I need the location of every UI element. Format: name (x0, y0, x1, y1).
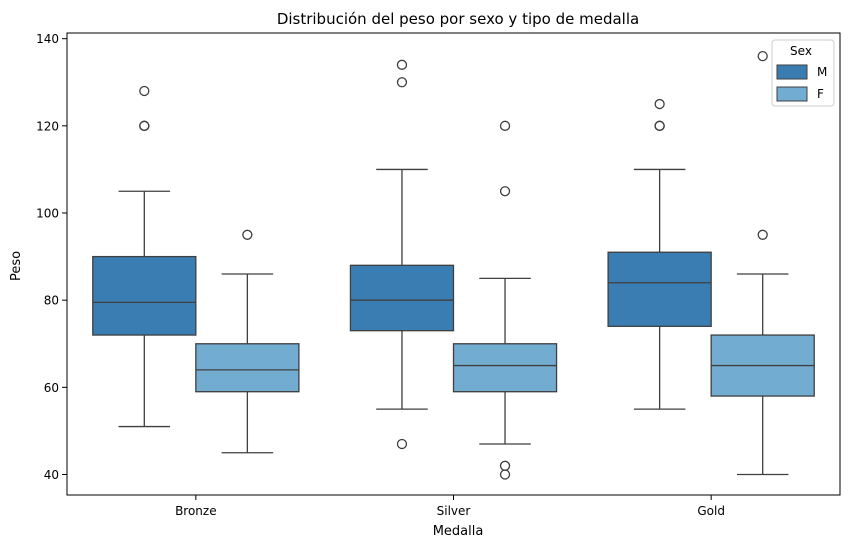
outlier-gold-m-1 (654, 120, 665, 131)
y-tick-label-140: 140 (36, 32, 59, 46)
y-tick-label-120: 120 (36, 119, 59, 133)
box-bronze-f (195, 343, 300, 393)
plot-area: 40 60 80 100 120 140 Bronze Silver Gold (36, 32, 815, 518)
box-gold-m (607, 251, 712, 327)
outlier-silver-f-2 (499, 186, 511, 197)
outlier-silver-m-0 (396, 438, 408, 450)
outlier-silver-m-1 (396, 77, 408, 88)
legend: Sex M F (771, 39, 835, 107)
outlier-silver-f-3 (499, 120, 511, 131)
legend-label-m: M (817, 65, 827, 79)
x-tick-label-silver: Silver (437, 504, 471, 518)
outlier-gold-f-1 (757, 50, 768, 62)
y-tick-label-100: 100 (36, 207, 59, 221)
y-tick-label-40: 40 (44, 468, 59, 482)
outlier-gold-f-0 (757, 229, 768, 240)
outlier-silver-f-0 (499, 469, 511, 480)
plot-frame (66, 32, 841, 496)
legend-swatch-f (776, 86, 808, 102)
box-bronze-m (92, 255, 197, 336)
outlier-bronze-m-2 (139, 85, 150, 97)
y-tick-label-80: 80 (44, 294, 59, 308)
legend-title: Sex (790, 44, 812, 58)
outlier-silver-m-2 (396, 59, 408, 70)
outlier-gold-m-2 (654, 98, 665, 110)
x-axis-label: Medalla (433, 524, 484, 539)
x-tick-label-bronze: Bronze (175, 504, 217, 518)
x-tick-label-gold: Gold (697, 504, 725, 518)
y-axis-label: Peso (9, 251, 24, 281)
legend-swatch-m (776, 64, 808, 80)
outlier-bronze-f-0 (242, 229, 253, 240)
box-silver-f (452, 343, 558, 393)
legend-label-f: F (817, 87, 824, 101)
box-silver-m (349, 264, 455, 332)
outlier-bronze-m-1 (139, 120, 150, 131)
chart-title: Distribución del peso por sexo y tipo de… (277, 10, 639, 28)
outlier-silver-f-1 (499, 460, 511, 471)
y-tick-label-60: 60 (44, 381, 59, 395)
